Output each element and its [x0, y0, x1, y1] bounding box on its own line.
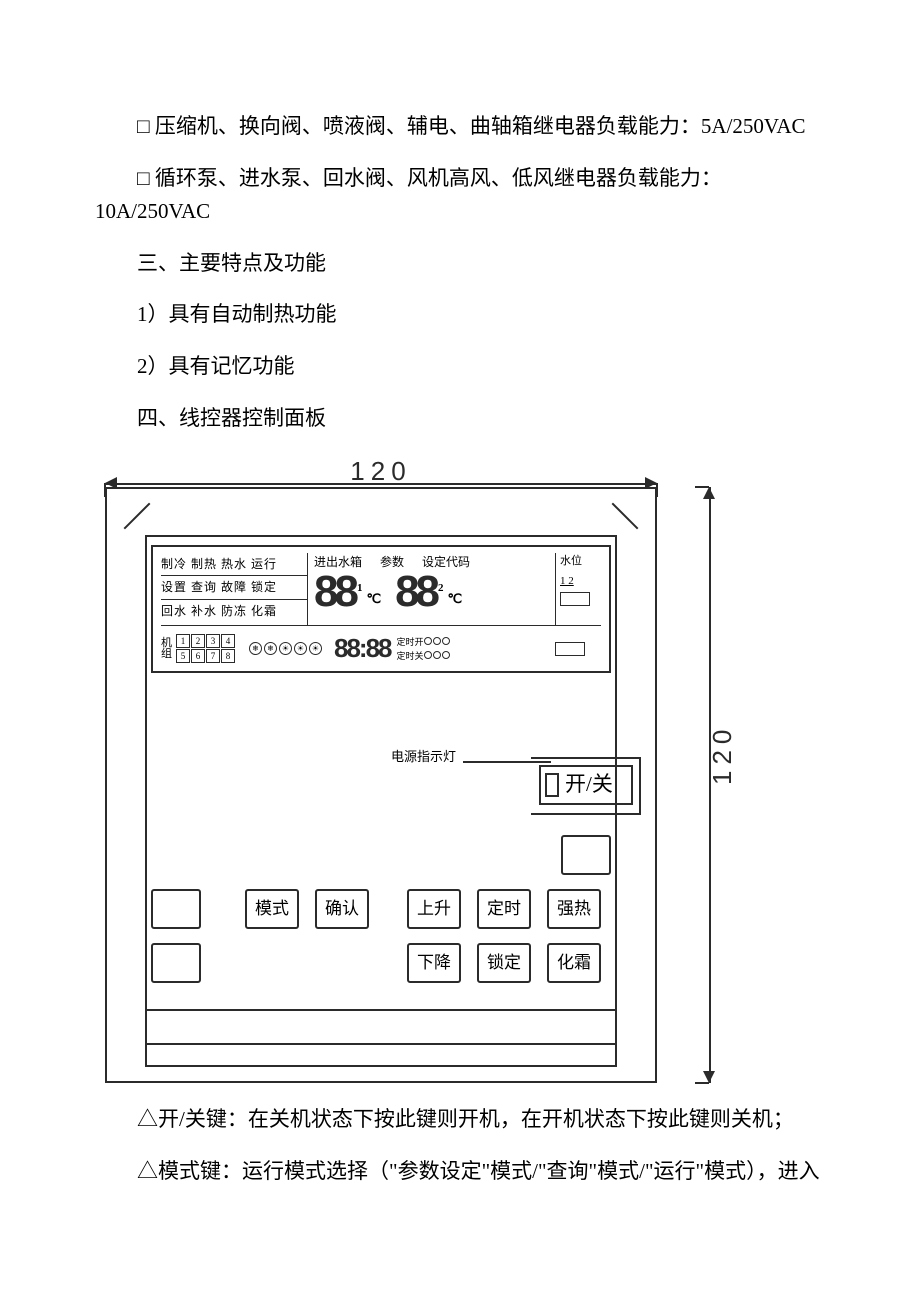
lcd-timer-off: 定时关: [397, 651, 424, 661]
down-button[interactable]: 下降: [407, 943, 461, 983]
lcd-sup-2: 2: [438, 580, 444, 598]
lcd-status-row3: 回水 补水 防冻 化霜: [161, 600, 307, 622]
lcd-time: 88:88: [334, 628, 391, 670]
lcd-seg-1: 88: [314, 574, 355, 609]
mode-button[interactable]: 模式: [245, 889, 299, 929]
dimension-height: 120: [693, 487, 727, 1083]
dimension-width: 120: [105, 453, 657, 487]
para-mode-key: △模式键：运行模式选择（"参数设定"模式/"查询"模式/"运行"模式），进入: [137, 1159, 820, 1183]
list-1: 1）具有自动制热功能: [137, 302, 337, 326]
lcd-water-box1: [560, 592, 590, 606]
panel-outer: 制冷 制热 热水 运行 设置 查询 故障 锁定 回水 补水 防冻 化霜 进出水箱…: [105, 487, 657, 1083]
lcd-water-box2: [555, 642, 585, 656]
blank-button-1[interactable]: [151, 889, 201, 929]
blank-button-2[interactable]: [151, 943, 201, 983]
heading-4: 四、线控器控制面板: [137, 406, 326, 430]
para-onoff-key: △开/关键：在关机状态下按此键则开机，在开机状态下按此键则关机；: [137, 1107, 794, 1131]
lcd-degc-2: ℃: [448, 589, 463, 610]
para-2: □ 循环泵、进水泵、回水阀、风机高风、低风继电器负载能力：10A/250VAC: [95, 166, 722, 224]
lcd-status-row1: 制冷 制热 热水 运行: [161, 553, 307, 576]
button-grid: 模式 确认 上升 定时 强热 下降 锁定 化霜: [151, 889, 611, 1009]
para-1: □ 压缩机、换向阀、喷液阀、辅电、曲轴箱继电器负载能力：5A/250VAC: [137, 114, 806, 138]
lcd-timer-on: 定时开: [397, 637, 424, 647]
lcd-degc-1: ℃: [366, 589, 381, 610]
lcd-status-row2: 设置 查询 故障 锁定: [161, 576, 307, 599]
defrost-button[interactable]: 化霜: [547, 943, 601, 983]
power-led-icon: [545, 773, 559, 797]
up-button[interactable]: 上升: [407, 889, 461, 929]
list-2: 2）具有记忆功能: [137, 354, 295, 378]
lcd-symbol-row: ❄❄☀☀☀: [249, 642, 322, 655]
onoff-button[interactable]: 开/关: [539, 765, 633, 805]
lcd-seg-2: 88: [395, 574, 436, 609]
onoff-label: 开/关: [565, 768, 613, 802]
strong-heat-button[interactable]: 强热: [547, 889, 601, 929]
confirm-button[interactable]: 确认: [315, 889, 369, 929]
heading-3: 三、主要特点及功能: [137, 251, 326, 275]
power-led-label: 电源指示灯: [391, 747, 456, 768]
blank-button-tr[interactable]: [561, 835, 611, 875]
lcd-sup-1: 1: [357, 580, 363, 598]
lcd-unit-label: 机 组: [161, 638, 172, 660]
controller-diagram: 120 制冷 制热 热水 运行 设置 查询 故障 锁定 回水 补水 防冻 化霜: [105, 453, 687, 1083]
dim-height-label: 120: [702, 724, 744, 785]
lcd-unit-grid: 1234 5678: [176, 634, 235, 663]
lock-button[interactable]: 锁定: [477, 943, 531, 983]
timer-button[interactable]: 定时: [477, 889, 531, 929]
lcd-water-label: 水位: [560, 553, 601, 571]
lcd-screen: 制冷 制热 热水 运行 设置 查询 故障 锁定 回水 补水 防冻 化霜 进出水箱…: [151, 545, 611, 673]
lcd-water-12: 1 2: [560, 573, 601, 591]
